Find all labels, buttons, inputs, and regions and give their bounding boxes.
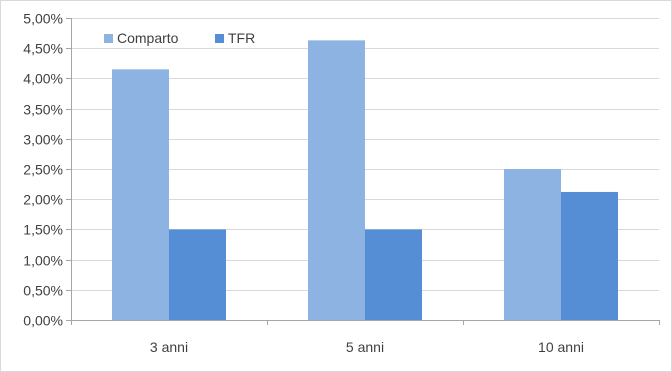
bar-comparto-3 [504, 169, 561, 320]
legend-label-tfr: TFR [228, 30, 255, 46]
y-tick-label: 0,50% [23, 283, 63, 299]
y-axis-tick-labels: 0,00% 0,50% 1,00% 1,50% 2,00% 2,50% 3,00% 3,50%… [23, 11, 63, 329]
y-tick-label: 5,00% [23, 11, 63, 27]
x-category-label: 3 anni [150, 339, 188, 355]
y-tick-label: 4,00% [23, 71, 63, 87]
y-tick-label: 1,50% [23, 222, 63, 238]
legend-swatch-tfr [215, 34, 224, 43]
x-category-label: 5 anni [346, 339, 384, 355]
legend-label-comparto: Comparto [117, 30, 179, 46]
legend: Comparto TFR [104, 30, 255, 46]
y-tick-label: 2,00% [23, 192, 63, 208]
bar-tfr-2 [365, 229, 422, 320]
y-tick-label: 3,50% [23, 102, 63, 118]
x-axis-category-labels: 3 anni 5 anni 10 anni [150, 339, 584, 355]
bar-tfr-1 [169, 229, 226, 320]
y-tick-label: 4,50% [23, 41, 63, 57]
y-tick-label: 3,00% [23, 132, 63, 148]
bars [112, 40, 618, 321]
y-tick-label: 2,50% [23, 162, 63, 178]
legend-swatch-comparto [104, 34, 113, 43]
y-tick-label: 1,00% [23, 253, 63, 269]
bar-tfr-3 [561, 191, 618, 320]
bar-comparto-2 [308, 40, 365, 321]
axes [66, 18, 660, 325]
x-category-label: 10 anni [538, 339, 584, 355]
y-tick-label: 0,00% [23, 313, 63, 329]
bar-comparto-1 [112, 69, 169, 320]
